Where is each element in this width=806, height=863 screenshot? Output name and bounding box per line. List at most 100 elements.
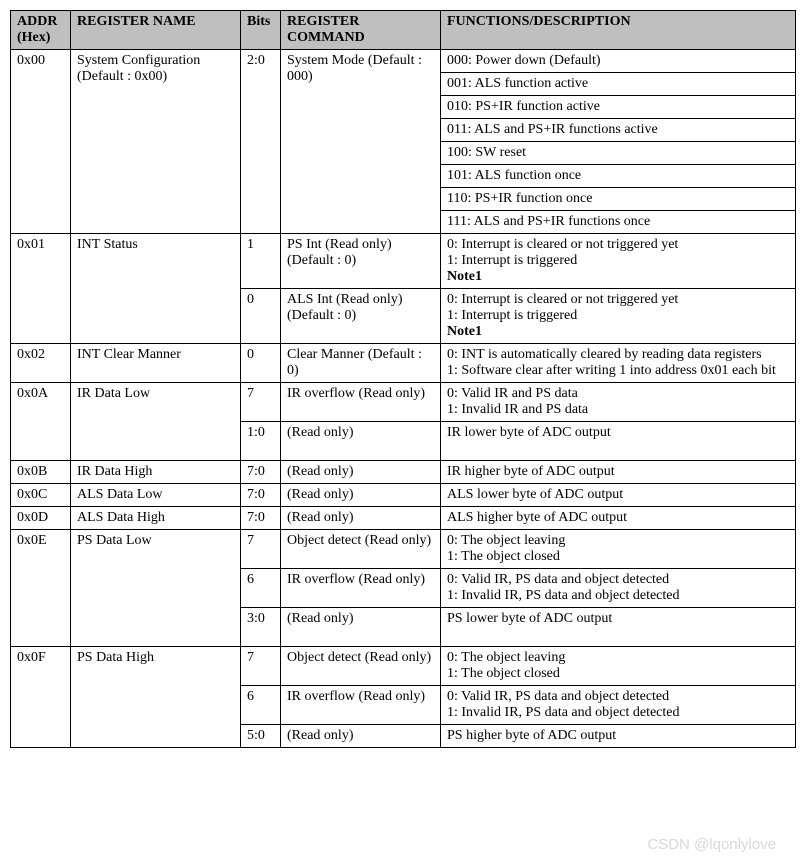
register-table: ADDR (Hex) REGISTER NAME Bits REGISTER C… (10, 10, 796, 748)
cell-cmd: (Read only) (281, 484, 441, 507)
cell-bits: 6 (241, 686, 281, 725)
cell-desc: ALS higher byte of ADC output (441, 507, 796, 530)
cell-desc: 100: SW reset (441, 142, 796, 165)
cell-addr: 0x0A (11, 383, 71, 461)
cell-bits: 2:0 (241, 50, 281, 234)
desc-line: 1: Interrupt is triggered (447, 308, 577, 323)
desc-line: 1: The object closed (447, 549, 560, 564)
cell-desc: 001: ALS function active (441, 73, 796, 96)
cell-name: IR Data Low (71, 383, 241, 461)
cell-name: INT Clear Manner (71, 344, 241, 383)
cell-desc: 0: Interrupt is cleared or not triggered… (441, 289, 796, 344)
cell-cmd: Object detect (Read only) (281, 530, 441, 569)
cell-cmd: (Read only) (281, 461, 441, 484)
cell-addr: 0x00 (11, 50, 71, 234)
cell-bits: 6 (241, 569, 281, 608)
cell-bits: 0 (241, 344, 281, 383)
table-row: 0x02 INT Clear Manner 0 Clear Manner (De… (11, 344, 796, 383)
cell-name: ALS Data High (71, 507, 241, 530)
cell-name: INT Status (71, 234, 241, 344)
cell-desc: 101: ALS function once (441, 165, 796, 188)
hdr-cmd: REGISTER COMMAND (281, 11, 441, 50)
cell-bits: 0 (241, 289, 281, 344)
cell-name: PS Data Low (71, 530, 241, 647)
hdr-bits: Bits (241, 11, 281, 50)
cell-cmd: IR overflow (Read only) (281, 383, 441, 422)
cell-cmd: IR overflow (Read only) (281, 686, 441, 725)
desc-line: 1: Invalid IR and PS data (447, 402, 588, 417)
table-row: 0x0C ALS Data Low 7:0 (Read only) ALS lo… (11, 484, 796, 507)
cell-addr: 0x0B (11, 461, 71, 484)
cell-desc: 111: ALS and PS+IR functions once (441, 211, 796, 234)
cell-bits: 7:0 (241, 461, 281, 484)
table-row: 0x0D ALS Data High 7:0 (Read only) ALS h… (11, 507, 796, 530)
cell-addr: 0x01 (11, 234, 71, 344)
cell-addr: 0x0D (11, 507, 71, 530)
cell-desc: 011: ALS and PS+IR functions active (441, 119, 796, 142)
cell-desc: IR higher byte of ADC output (441, 461, 796, 484)
cell-addr: 0x0C (11, 484, 71, 507)
cell-bits: 7 (241, 383, 281, 422)
cell-desc: 0: The object leaving 1: The object clos… (441, 530, 796, 569)
cell-desc: 0: Valid IR, PS data and object detected… (441, 569, 796, 608)
cell-cmd: ALS Int (Read only) (Default : 0) (281, 289, 441, 344)
cell-cmd: System Mode (Default : 000) (281, 50, 441, 234)
cell-desc: PS higher byte of ADC output (441, 725, 796, 748)
cell-name: ALS Data Low (71, 484, 241, 507)
desc-line: 0: The object leaving (447, 650, 565, 665)
desc-note: Note1 (447, 324, 482, 339)
cell-cmd: (Read only) (281, 608, 441, 647)
cell-cmd: (Read only) (281, 507, 441, 530)
cell-bits: 3:0 (241, 608, 281, 647)
table-row: 0x0F PS Data High 7 Object detect (Read … (11, 647, 796, 686)
cell-bits: 5:0 (241, 725, 281, 748)
cell-name: IR Data High (71, 461, 241, 484)
cell-desc: 0: Valid IR, PS data and object detected… (441, 686, 796, 725)
cell-cmd: Object detect (Read only) (281, 647, 441, 686)
cell-desc: 0: Interrupt is cleared or not triggered… (441, 234, 796, 289)
desc-line: IR lower byte of ADC output (447, 425, 611, 440)
table-row: 0x01 INT Status 1 PS Int (Read only) (De… (11, 234, 796, 289)
hdr-name: REGISTER NAME (71, 11, 241, 50)
table-row: 0x0E PS Data Low 7 Object detect (Read o… (11, 530, 796, 569)
desc-line: 1: Software clear after writing 1 into a… (447, 363, 776, 378)
desc-line: 0: Valid IR and PS data (447, 386, 578, 401)
cell-desc: 110: PS+IR function once (441, 188, 796, 211)
cell-name: System Configuration (Default : 0x00) (71, 50, 241, 234)
cell-desc: IR lower byte of ADC output (441, 422, 796, 461)
desc-line: 0: Interrupt is cleared or not triggered… (447, 237, 678, 252)
cell-cmd: Clear Manner (Default : 0) (281, 344, 441, 383)
cell-desc: ALS lower byte of ADC output (441, 484, 796, 507)
desc-line: 0: The object leaving (447, 533, 565, 548)
cell-desc: PS lower byte of ADC output (441, 608, 796, 647)
table-row: 0x00 System Configuration (Default : 0x0… (11, 50, 796, 73)
table-row: 0x0B IR Data High 7:0 (Read only) IR hig… (11, 461, 796, 484)
cell-desc: 0: INT is automatically cleared by readi… (441, 344, 796, 383)
desc-line: 0: Valid IR, PS data and object detected (447, 572, 669, 587)
desc-line: PS lower byte of ADC output (447, 611, 612, 626)
cell-addr: 0x0E (11, 530, 71, 647)
cell-bits: 1:0 (241, 422, 281, 461)
cell-desc: 0: The object leaving 1: The object clos… (441, 647, 796, 686)
desc-line: 1: Interrupt is triggered (447, 253, 577, 268)
desc-line: 1: Invalid IR, PS data and object detect… (447, 588, 680, 603)
cell-addr: 0x02 (11, 344, 71, 383)
cell-cmd: (Read only) (281, 725, 441, 748)
cell-bits: 7 (241, 647, 281, 686)
cell-bits: 1 (241, 234, 281, 289)
desc-note: Note1 (447, 269, 482, 284)
desc-line: 1: Invalid IR, PS data and object detect… (447, 705, 680, 720)
hdr-addr: ADDR (Hex) (11, 11, 71, 50)
hdr-desc: FUNCTIONS/DESCRIPTION (441, 11, 796, 50)
cell-name: PS Data High (71, 647, 241, 748)
watermark-text: CSDN @lqonlylove (647, 836, 776, 853)
cell-bits: 7 (241, 530, 281, 569)
cell-cmd: IR overflow (Read only) (281, 569, 441, 608)
table-row: 0x0A IR Data Low 7 IR overflow (Read onl… (11, 383, 796, 422)
cell-bits: 7:0 (241, 484, 281, 507)
cell-desc: 010: PS+IR function active (441, 96, 796, 119)
desc-line: 0: Valid IR, PS data and object detected (447, 689, 669, 704)
cell-cmd: (Read only) (281, 422, 441, 461)
cell-addr: 0x0F (11, 647, 71, 748)
cell-bits: 7:0 (241, 507, 281, 530)
